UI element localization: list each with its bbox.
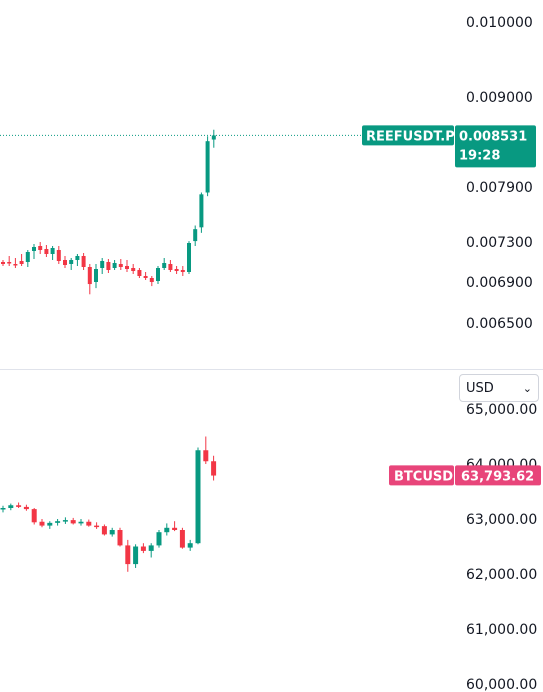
- candle-body: [38, 246, 43, 250]
- candle-body: [31, 509, 37, 523]
- candle-body: [7, 262, 12, 264]
- candle-body: [211, 135, 216, 140]
- candle-body: [199, 194, 204, 228]
- candles-btcusd: [0, 436, 217, 572]
- candle-body: [131, 268, 136, 271]
- candle-body: [81, 256, 86, 267]
- candle-body: [180, 270, 185, 272]
- candle-body: [125, 266, 129, 269]
- y-tick-label: 61,000.00: [466, 622, 537, 638]
- candle-body: [56, 250, 61, 261]
- price-axis-ticks-bottom: 65,000.0064,000.0063,000.0062,000.0061,0…: [466, 402, 537, 692]
- candle-body: [69, 260, 74, 264]
- candle-body: [140, 546, 146, 551]
- y-tick-label: 0.006500: [466, 316, 533, 332]
- currency-select-value: USD: [466, 380, 494, 396]
- countdown-label: 19:28: [459, 148, 500, 163]
- pane-divider[interactable]: [0, 369, 543, 370]
- candle-body: [25, 252, 30, 262]
- candle-body: [195, 450, 201, 544]
- candle-body: [168, 264, 173, 270]
- candle-body: [187, 243, 191, 272]
- candle-body: [164, 527, 170, 533]
- candle-body: [94, 525, 100, 528]
- candle-body: [62, 520, 68, 522]
- chevron-down-icon: ⌄: [522, 381, 532, 395]
- candle-body: [112, 263, 117, 268]
- candle-body: [16, 505, 22, 507]
- candle-body: [106, 262, 111, 270]
- candle-body: [101, 526, 107, 535]
- candle-body: [156, 532, 162, 546]
- candle-body: [47, 522, 53, 526]
- y-tick-label: 62,000.00: [466, 567, 537, 583]
- y-tick-label: 0.007300: [466, 235, 533, 251]
- candle-body: [39, 521, 45, 526]
- candle-body: [44, 249, 49, 254]
- candle-body: [172, 527, 178, 530]
- candle-body: [50, 248, 55, 254]
- currency-select[interactable]: USD ⌄: [459, 374, 539, 402]
- candle-body: [117, 530, 123, 546]
- candles-reefusdt: [1, 129, 216, 295]
- symbol-label: BTCUSD: [394, 469, 453, 484]
- candle-body: [118, 264, 123, 267]
- candle-body: [100, 261, 105, 268]
- candle-body: [75, 256, 80, 260]
- candle-body: [193, 229, 198, 242]
- candle-body: [162, 263, 167, 268]
- candle-body: [1, 262, 5, 264]
- price-chart-reefusdt[interactable]: 0.010000 0.009000 0.007900 0.007300 0.006900…: [0, 15, 536, 332]
- price-chart-btcusd[interactable]: 65,000.0064,000.0063,000.0062,000.0061,0…: [0, 402, 542, 692]
- last-price-label: 0.008531: [459, 129, 527, 144]
- candle-body: [19, 261, 24, 264]
- candle-body: [78, 521, 84, 524]
- y-tick-label: 0.006900: [466, 275, 533, 291]
- candle-body: [205, 141, 210, 193]
- candle-body: [174, 269, 179, 271]
- y-tick-label: 60,000.00: [466, 677, 537, 692]
- candle-body: [94, 269, 98, 282]
- candle-body: [86, 521, 92, 526]
- candle-body: [125, 545, 131, 565]
- candle-body: [70, 520, 76, 524]
- candle-body: [63, 260, 67, 265]
- candle-body: [211, 461, 217, 476]
- y-tick-label: 0.009000: [466, 90, 533, 106]
- candle-body: [148, 545, 154, 551]
- candle-body: [203, 450, 209, 462]
- candle-body: [13, 264, 18, 266]
- candle-body: [137, 270, 142, 276]
- y-tick-label: 0.010000: [466, 15, 533, 31]
- candle-body: [87, 267, 92, 285]
- symbol-tag-reefusdt: REEFUSDT.P: [362, 125, 455, 146]
- candle-body: [133, 546, 139, 565]
- candle-body: [23, 506, 29, 510]
- candle-body: [149, 278, 154, 282]
- candle-body: [179, 530, 185, 548]
- candle-body: [8, 505, 14, 508]
- y-tick-label: 65,000.00: [466, 402, 537, 418]
- last-price-label: 63,793.62: [461, 469, 534, 484]
- last-price-tag-btcusd: 63,793.62: [455, 465, 541, 486]
- candle-body: [32, 247, 36, 251]
- last-price-tag-reefusdt: 0.008531 19:28: [455, 125, 536, 168]
- symbol-tag-btcusd: BTCUSD: [389, 465, 454, 486]
- y-tick-label: 0.007900: [466, 180, 533, 196]
- candle-body: [143, 276, 148, 278]
- y-tick-label: 63,000.00: [466, 512, 537, 528]
- candle-body: [187, 543, 193, 548]
- candle-body: [156, 268, 160, 281]
- symbol-label: REEFUSDT.P: [366, 129, 455, 144]
- candle-body: [109, 530, 115, 535]
- candle-body: [0, 508, 6, 510]
- price-axis-ticks-top: 0.010000 0.009000 0.007900 0.007300 0.006900…: [466, 15, 533, 332]
- candle-body: [55, 521, 61, 523]
